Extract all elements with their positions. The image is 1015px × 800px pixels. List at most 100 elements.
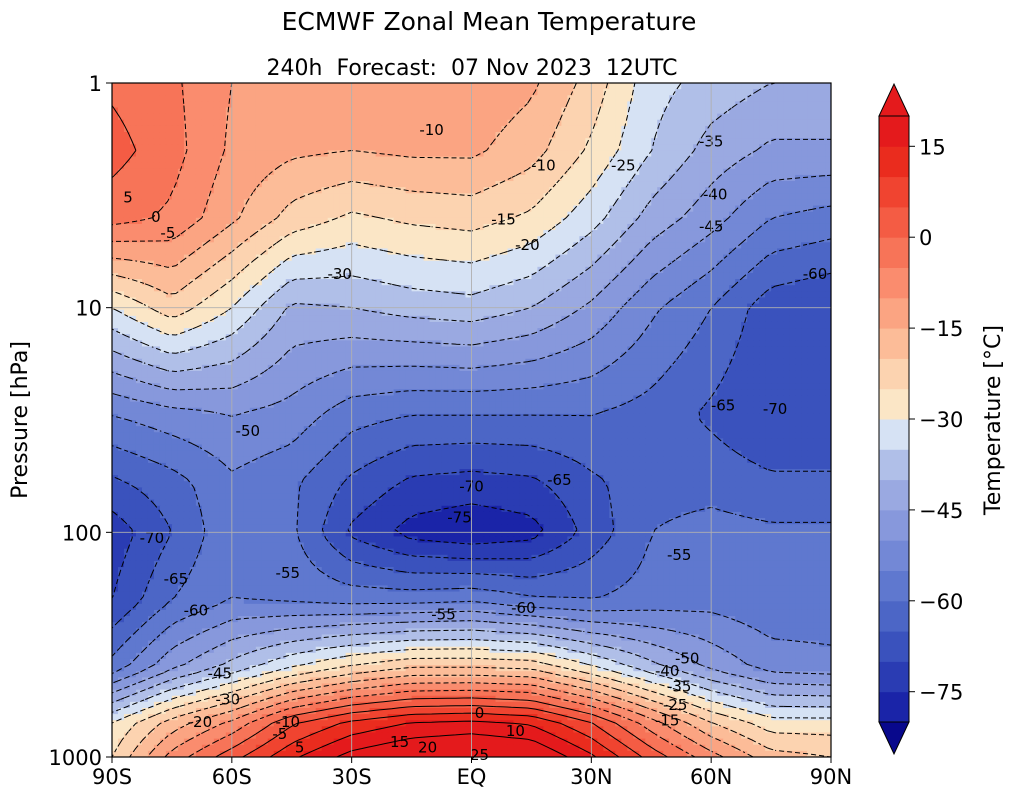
field-cell [621,242,628,250]
field-cell [441,187,449,194]
field-cell [369,248,377,256]
field-cell [777,138,784,145]
field-cell [381,89,389,96]
field-cell [531,260,539,268]
field-cell [591,236,598,243]
field-cell [765,266,772,274]
field-cell [789,236,796,243]
field-cell [663,89,670,96]
field-cell [201,83,209,90]
field-cell [663,297,670,305]
field-cell [279,174,287,182]
field-cell [405,193,413,201]
field-cell [555,95,562,102]
field-cell [801,315,808,323]
field-cell [129,303,137,311]
field-cell [591,83,598,90]
field-cell [627,83,634,90]
field-cell [333,168,341,176]
field-cell [219,119,227,127]
field-cell [249,291,257,299]
field-cell [375,199,383,207]
field-cell [159,315,167,323]
field-cell [309,83,317,90]
field-cell [129,83,137,90]
field-cell [393,211,401,219]
field-cell [603,181,610,188]
field-cell [765,279,772,286]
field-cell [357,156,365,164]
field-cell [369,162,377,170]
field-cell [435,138,443,145]
field-cell [663,303,670,311]
field-cell [537,279,544,286]
field-cell [825,315,831,323]
field-cell [405,315,413,323]
field-cell [387,321,395,329]
field-cell [387,328,395,335]
field-cell [765,260,772,268]
field-cell [345,125,353,133]
field-cell [651,291,658,299]
field-cell [645,181,652,188]
field-cell [609,303,616,311]
field-cell [117,328,125,335]
field-cell [753,150,760,158]
field-cell [591,272,598,280]
field-cell [483,328,491,335]
field-cell [489,230,497,237]
field-cell [729,309,736,317]
field-cell [399,150,407,158]
field-cell [573,205,580,213]
field-cell [777,95,784,102]
field-cell [795,144,802,151]
field-cell [231,217,239,225]
field-cell [405,291,413,299]
field-cell [489,205,497,213]
field-cell [159,211,167,219]
field-cell [783,83,790,90]
field-cell [201,285,209,292]
field-cell [813,107,820,115]
field-cell [753,217,760,225]
field-cell [183,309,191,317]
field-cell [327,328,335,335]
field-cell [663,125,670,133]
field-cell [309,162,317,170]
field-cell [573,101,580,109]
field-cell [297,193,305,201]
field-cell [711,285,718,292]
field-cell [303,95,311,102]
field-cell [489,266,497,274]
field-cell [279,119,287,127]
field-cell [387,242,395,250]
field-cell [621,107,628,115]
field-cell [555,193,562,201]
field-cell [705,187,712,194]
field-cell [129,132,137,139]
field-cell [339,83,347,90]
field-cell [399,113,407,121]
field-cell [531,315,539,323]
field-cell [273,174,281,182]
field-cell [747,315,754,323]
field-cell [225,119,233,127]
field-cell [627,101,634,109]
field-cell [651,254,658,262]
field-cell [399,315,407,323]
field-cell [801,168,808,176]
field-cell [429,236,437,243]
field-cell [219,272,227,280]
field-cell [729,150,736,158]
field-cell [147,303,155,311]
field-cell [147,279,155,286]
field-cell [597,193,604,201]
field-cell [375,328,383,335]
field-cell [699,303,706,311]
field-cell [513,309,521,317]
field-cell [633,144,640,151]
field-cell [207,217,215,225]
field-cell [363,230,371,237]
field-cell [795,285,802,292]
field-cell [483,309,491,317]
